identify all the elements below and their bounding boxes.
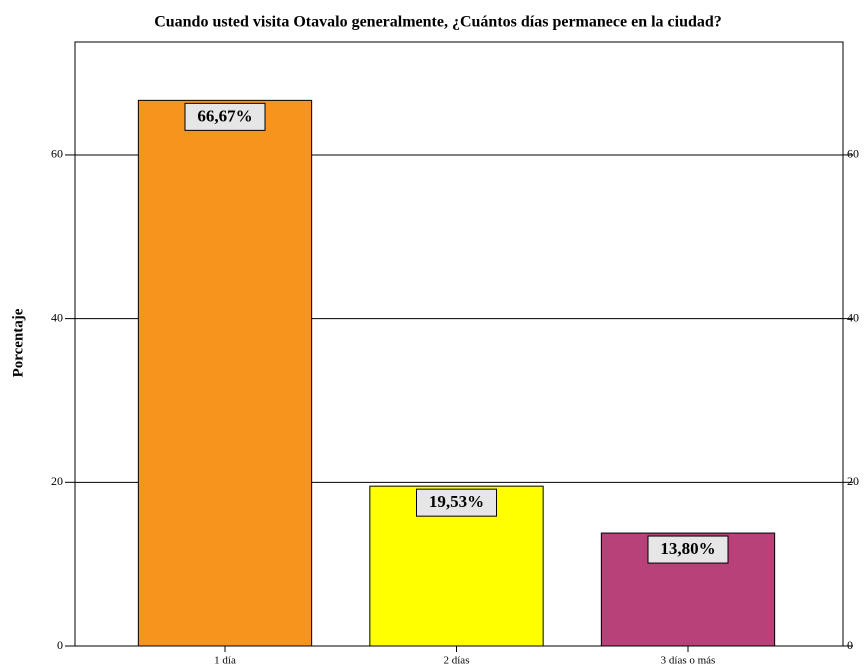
y-tick-label: 0 [57, 638, 63, 652]
y2-tick-label: 20 [847, 474, 859, 488]
y2-tick-label: 40 [847, 310, 859, 324]
value-label-box [416, 488, 497, 517]
x-tick-label: 3 días o más [661, 655, 716, 667]
x-tick-label: 1 día [214, 655, 236, 667]
y-axis-label: Porcentaje [10, 308, 26, 377]
value-label-box [647, 535, 729, 564]
chart-title: Cuando usted visita Otavalo generalmente… [154, 14, 722, 31]
y2-tick-label: 60 [847, 147, 859, 161]
value-label: 13,80% [660, 539, 715, 558]
value-label: 19,53% [429, 492, 484, 511]
value-label: 66,67% [197, 106, 252, 125]
bar [137, 99, 313, 647]
value-label-box [184, 102, 266, 131]
y-tick-label: 20 [51, 474, 63, 488]
y-tick-label: 60 [51, 147, 63, 161]
x-tick-label: 2 días [444, 655, 470, 667]
y2-tick-label: 0 [847, 638, 853, 652]
y-tick-label: 40 [51, 310, 63, 324]
